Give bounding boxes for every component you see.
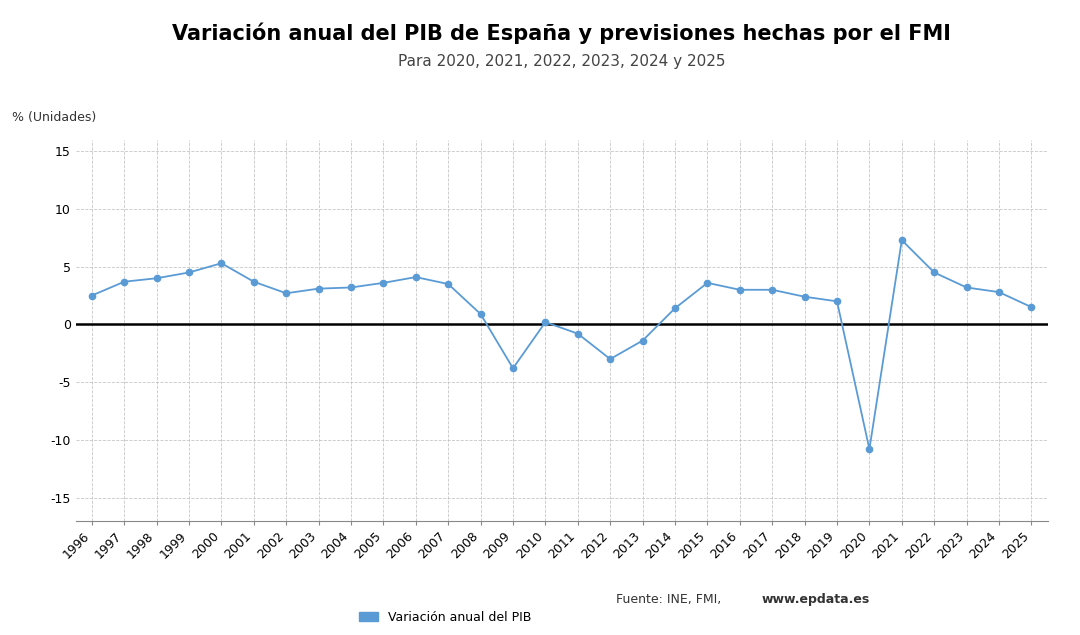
Text: Para 2020, 2021, 2022, 2023, 2024 y 2025: Para 2020, 2021, 2022, 2023, 2024 y 2025: [397, 54, 726, 69]
Legend: Variación anual del PIB: Variación anual del PIB: [354, 606, 536, 629]
Text: % (Unidades): % (Unidades): [13, 112, 97, 124]
Text: Variación anual del PIB de España y previsiones hechas por el FMI: Variación anual del PIB de España y prev…: [172, 22, 951, 44]
Text: Fuente: INE, FMI,: Fuente: INE, FMI,: [616, 594, 725, 606]
Text: www.epdata.es: www.epdata.es: [761, 594, 869, 606]
